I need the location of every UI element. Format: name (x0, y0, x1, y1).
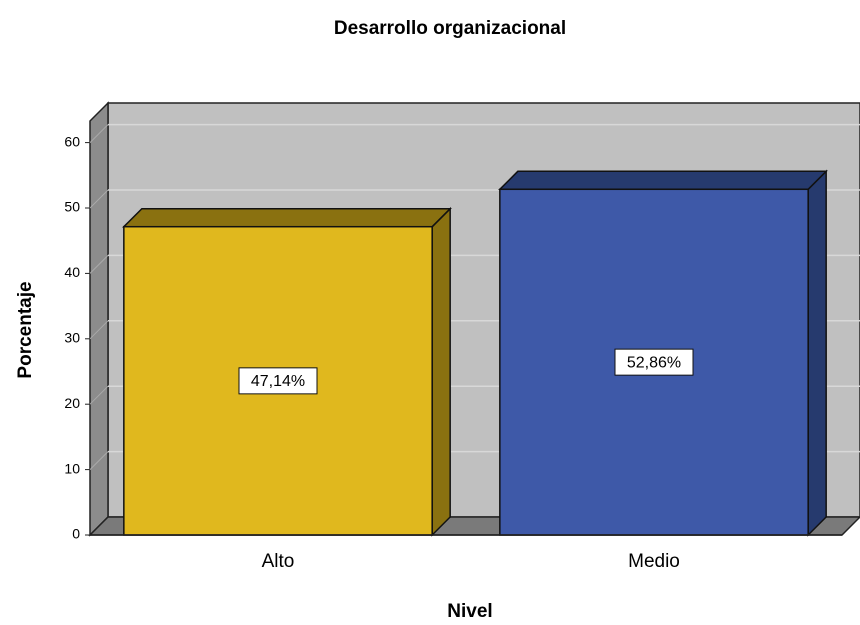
value-label-box (238, 367, 318, 395)
grid-line (89, 189, 109, 209)
value-label: 52,86% (627, 354, 681, 371)
bar-side (807, 169, 827, 537)
grid-line (89, 320, 109, 340)
y-tick-label: 30 (64, 330, 80, 346)
chart-title: Desarrollo organizacional (334, 18, 566, 39)
grid-line (89, 385, 109, 405)
bar-top (122, 207, 452, 228)
y-tick-label: 60 (64, 133, 80, 149)
bar-side (431, 206, 451, 537)
grid-line (89, 451, 109, 470)
y-tick-label: 20 (64, 395, 80, 411)
grid-line (89, 124, 109, 143)
bar-top (498, 170, 828, 191)
x-tick-label: Alto (262, 551, 295, 572)
y-axis-title: Porcentaje (15, 281, 36, 378)
x-tick-label: Medio (628, 551, 680, 572)
y-tick-label: 50 (64, 199, 80, 215)
grid-line (89, 255, 109, 274)
y-tick-label: 0 (72, 526, 80, 542)
y-tick-label: 10 (64, 460, 80, 476)
left-wall (89, 101, 109, 537)
x-axis-title: Nivel (447, 601, 492, 622)
y-tick-label: 40 (64, 264, 80, 280)
value-label-box (614, 348, 694, 376)
value-label: 47,14% (251, 373, 305, 390)
